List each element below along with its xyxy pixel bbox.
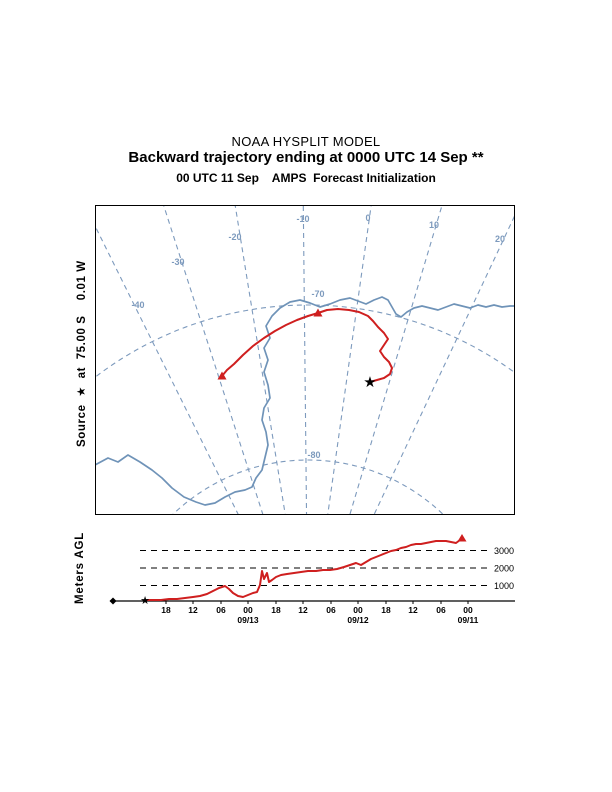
- grid-label: -10: [296, 214, 309, 224]
- grid-label: 20: [495, 234, 505, 244]
- date-label: 09/12: [347, 615, 369, 625]
- trajectory-map: -40 -30 -20 -10 0 10 20 -70 -80 ★: [95, 205, 515, 515]
- trajectory-time-marker: [313, 308, 323, 317]
- map-graticule-layer: -40 -30 -20 -10 0 10 20 -70 -80: [95, 205, 515, 515]
- time-tick-label: 00: [353, 605, 363, 615]
- source-location-label: Source ★ at 75.00 S 0.01 W: [76, 260, 88, 447]
- map-border: [95, 205, 515, 515]
- height-profile-path: [145, 539, 461, 601]
- time-tick-label: 18: [381, 605, 391, 615]
- meters-agl-axis-label: Meters AGL: [74, 531, 86, 604]
- time-tick-label: 18: [161, 605, 171, 615]
- grid-label: -40: [131, 300, 144, 310]
- meridian-line: [373, 213, 515, 515]
- meridian-line: [302, 205, 308, 515]
- model-title: NOAA HYSPLIT MODEL: [231, 134, 381, 149]
- time-tick-label: 06: [436, 605, 446, 615]
- grid-label: -80: [307, 450, 320, 460]
- trajectory-time-marker: [217, 371, 227, 380]
- axis-start-marker: [109, 597, 117, 605]
- height-gridline-label: 3000: [494, 546, 514, 556]
- time-tick-label: 12: [298, 605, 308, 615]
- height-gridline-label: 1000: [494, 581, 514, 591]
- time-tick-label: 06: [216, 605, 226, 615]
- time-tick-label: 12: [188, 605, 198, 615]
- time-tick-label: 12: [408, 605, 418, 615]
- trajectory-path: [221, 308, 393, 383]
- height-end-marker: [457, 534, 467, 542]
- grid-label: 10: [429, 220, 439, 230]
- grid-label: -20: [228, 232, 241, 242]
- meridian-line: [162, 205, 264, 515]
- time-tick-label: 18: [271, 605, 281, 615]
- grid-label: 0: [365, 213, 370, 223]
- time-tick-label: 00: [243, 605, 253, 615]
- initialization-subtitle: 00 UTC 11 Sep AMPS Forecast Initializati…: [176, 171, 436, 185]
- meridian-line: [234, 205, 286, 515]
- height-source-star-icon: ★: [140, 595, 150, 607]
- grid-label: -70: [311, 289, 324, 299]
- parallel-line: [171, 459, 445, 515]
- height-gridline-label: 2000: [494, 564, 514, 574]
- source-star-icon: ★: [363, 374, 376, 391]
- time-tick-label: 00: [463, 605, 473, 615]
- date-label: 09/11: [458, 615, 479, 625]
- coastline: [95, 296, 515, 506]
- date-label: 09/13: [237, 615, 259, 625]
- time-tick-label: 06: [326, 605, 336, 615]
- parallel-line: [95, 304, 515, 379]
- trajectory-title: Backward trajectory ending at 0000 UTC 1…: [128, 149, 484, 166]
- grid-label: -30: [171, 257, 184, 267]
